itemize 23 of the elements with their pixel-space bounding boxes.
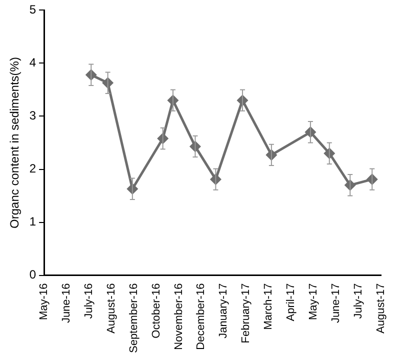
x-tick-label: May-16 — [38, 283, 50, 320]
x-tick-label: April-17 — [285, 283, 298, 322]
x-tick-label: March-17 — [262, 283, 275, 330]
y-tick-label: 4 — [29, 56, 36, 70]
x-tick-label: June-16 — [60, 283, 73, 324]
x-tick-label: August-17 — [374, 283, 387, 334]
x-tick-label: August-16 — [105, 283, 118, 334]
x-tick-label: September-16 — [128, 283, 140, 354]
x-tick-label: July-16 — [83, 283, 95, 319]
y-tick-label: 3 — [29, 108, 36, 123]
x-tick-label: June-17 — [330, 283, 342, 324]
y-tick-label: 5 — [29, 2, 36, 17]
x-tick-label: December-16 — [195, 283, 208, 350]
x-tick-label: May-17 — [307, 283, 320, 320]
y-tick-label: 0 — [29, 268, 36, 282]
y-axis-title: Organc content in sediments(%) — [8, 57, 22, 228]
x-tick-label: October-16 — [150, 283, 162, 338]
x-tick-label: February-17 — [240, 283, 252, 344]
y-tick-label: 1 — [29, 214, 36, 229]
x-tick-label: July-17 — [352, 283, 364, 319]
y-tick-label: 2 — [29, 162, 36, 176]
x-tick-label: January-17 — [218, 283, 230, 338]
x-tick-label: November-16 — [172, 283, 185, 350]
